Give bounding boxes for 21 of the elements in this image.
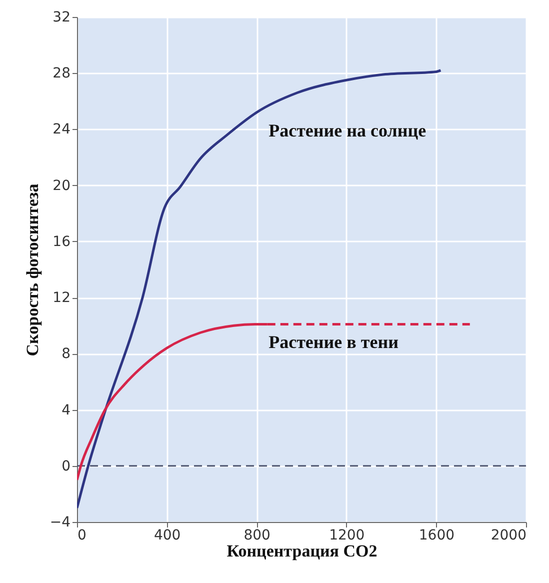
line-series (77, 69, 442, 510)
x-tick-label: 2000 (490, 528, 526, 544)
y-tick-label: 12 (52, 290, 70, 306)
y-tick-label: 24 (52, 122, 71, 138)
x-tick-label: 800 (244, 528, 270, 544)
series-label: Растение в тени (268, 332, 398, 352)
x-tick-label: 0 (78, 528, 86, 544)
y-tick-label: 0 (62, 458, 70, 474)
y-tick-label: 16 (52, 234, 71, 250)
y-tick-label: 8 (62, 346, 70, 362)
y-tick-label: 28 (52, 66, 70, 82)
x-tick-label: 1200 (329, 528, 365, 544)
series-label: Растение на солнце (268, 120, 426, 140)
x-tick-label: 1600 (418, 528, 455, 544)
x-tick-label: 400 (154, 528, 181, 544)
y-tick-label: 20 (52, 178, 70, 194)
y-tick-label: 32 (52, 10, 70, 26)
y-tick-label: −4 (50, 514, 71, 530)
y-tick-label: 4 (62, 402, 71, 418)
x-axis-title: Концентрация CO2 (226, 542, 378, 560)
y-axis-title: Скорость фотосинтеза (22, 183, 42, 356)
